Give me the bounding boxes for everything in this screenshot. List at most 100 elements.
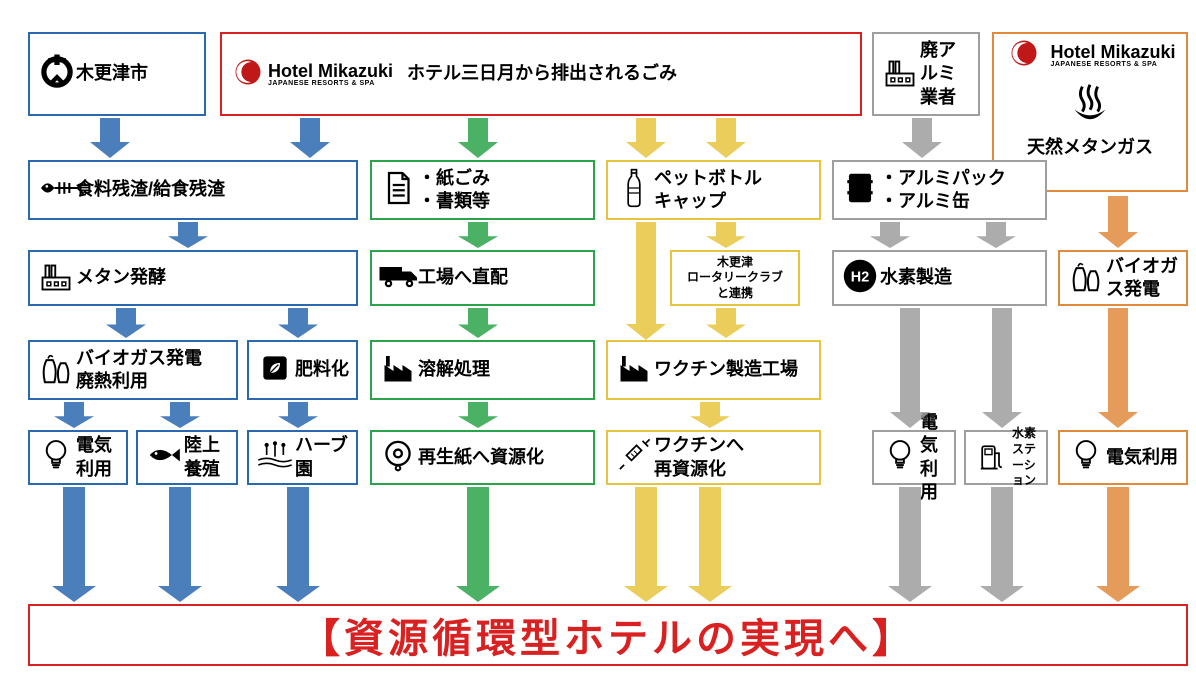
flow-box: 電気利用 (28, 430, 128, 485)
mikazuki-logo-icon (1004, 38, 1044, 73)
hotspring-icon (1067, 79, 1113, 130)
goal-banner: 【資源循環型ホテルの実現へ】 (28, 604, 1188, 666)
banner-text: 【資源循環型ホテルの実現へ】 (300, 606, 916, 664)
bottle-icon (614, 168, 654, 213)
bulb-icon (880, 438, 920, 477)
leaf-icon (255, 353, 295, 388)
bulb-icon (1066, 438, 1106, 477)
flow-arrow (54, 402, 94, 428)
brand-name: Hotel Mikazuki (268, 62, 393, 80)
flow-arrow (278, 308, 318, 338)
factory-solid-icon (378, 350, 418, 391)
box-label: 肥料化 (295, 358, 350, 381)
flow-box: ・アルミパック・アルミ缶 (832, 160, 1047, 220)
flow-arrow (626, 118, 666, 158)
flow-arrow (458, 402, 498, 428)
flow-arrow (870, 222, 910, 248)
box-label: 電気利用 (76, 434, 120, 481)
box-label: 再生紙へ資源化 (418, 446, 587, 469)
flow-arrow (278, 402, 318, 428)
flow-box: 陸上養殖 (136, 430, 238, 485)
flow-arrow (456, 487, 500, 602)
box-label: ・紙ごみ・書類等 (418, 167, 587, 214)
flow-arrow (1098, 196, 1138, 248)
box-label: ワクチン製造工場 (654, 358, 813, 381)
flow-box: バイオガス発電廃熱利用 (28, 340, 238, 400)
flow-box: ペットボトルキャップ (606, 160, 821, 220)
flow-arrow (458, 118, 498, 158)
flow-arrow (90, 118, 130, 158)
flow-arrow (624, 487, 668, 602)
flow-arrow (1098, 308, 1138, 428)
factory-icon (36, 258, 76, 299)
mikazuki-logo-icon (228, 57, 268, 92)
factory-icon (880, 54, 920, 95)
flow-box: 電気利用 (1058, 430, 1188, 485)
flow-box: 溶解処理 (370, 340, 595, 400)
box-label: ホテル三日月から排出されるごみ (407, 62, 854, 85)
flow-arrow (980, 487, 1024, 602)
flow-arrow (160, 402, 200, 428)
box-label: 食料残渣/給食残渣 (76, 178, 350, 201)
flow-box: 木更津ロータリークラブと連携 (670, 250, 800, 306)
flow-box: ハーブ園 (247, 430, 358, 485)
flow-arrow (706, 118, 746, 158)
brand-name: Hotel Mikazuki (1050, 43, 1175, 61)
box-label: 水素製造 (880, 266, 1039, 289)
box-label: 工場へ直配 (418, 266, 587, 289)
flow-box: 工場へ直配 (370, 250, 595, 306)
flow-box: 木更津市 (28, 32, 206, 116)
svg-text:H2: H2 (851, 269, 869, 285)
flow-box: バイオガス発電 (1058, 250, 1188, 306)
box-label: ・アルミパック・アルミ缶 (880, 167, 1039, 214)
flow-arrow (1096, 487, 1140, 602)
barrel-icon (840, 169, 880, 212)
truck-icon (378, 261, 418, 296)
flow-arrow (290, 118, 330, 158)
flow-arrow (706, 308, 746, 338)
roll-icon (378, 438, 418, 477)
flow-arrow (276, 487, 320, 602)
flow-arrow (688, 487, 732, 602)
flow-box: 再生紙へ資源化 (370, 430, 595, 485)
box-label: 水素ステーション (1012, 426, 1040, 488)
bulb-icon (36, 438, 76, 477)
box-label: 溶解処理 (418, 358, 587, 381)
box-label: バイオガス発電 (1106, 255, 1180, 302)
box-label: 廃アルミ業者 (920, 39, 972, 109)
box-label: ワクチンへ再資源化 (654, 434, 813, 481)
flow-box: ワクチンへ再資源化 (606, 430, 821, 485)
flow-box: 肥料化 (247, 340, 358, 400)
flow-box: Hotel MikazukiJAPANESE RESORTS & SPA ホテル三… (220, 32, 862, 116)
city-mark-icon (36, 51, 76, 98)
box-label: 電気利用 (1106, 446, 1180, 469)
flow-box: H2 水素製造 (832, 250, 1047, 306)
brand-sub: JAPANESE RESORTS & SPA (268, 80, 375, 87)
document-icon (378, 170, 418, 211)
station-icon (972, 440, 1012, 475)
h2-icon: H2 (840, 258, 880, 299)
flow-box: 食料残渣/給食残渣 (28, 160, 358, 220)
fish-icon (144, 442, 184, 473)
flow-arrow (168, 222, 208, 248)
flow-arrow (626, 222, 666, 340)
flow-arrow (106, 308, 146, 338)
box-label: ペットボトルキャップ (654, 167, 813, 214)
flow-arrow (982, 308, 1022, 428)
powerplant-icon (36, 349, 76, 392)
flow-arrow (458, 222, 498, 248)
flow-arrow (902, 118, 942, 158)
flow-arrow (458, 308, 498, 338)
box-label: メタン発酵 (76, 266, 350, 289)
box-label: 陸上養殖 (184, 434, 230, 481)
flow-arrow (690, 402, 730, 428)
flow-box: 水素ステーション (964, 430, 1048, 485)
flow-box: 廃アルミ業者 (872, 32, 980, 116)
herb-icon (255, 438, 295, 477)
flow-box: メタン発酵 (28, 250, 358, 306)
flow-arrow (158, 487, 202, 602)
flow-arrow (706, 222, 746, 248)
fishbone-icon (36, 174, 76, 207)
powerplant-icon (1066, 257, 1106, 300)
box-label: 木更津ロータリークラブと連携 (678, 255, 792, 302)
